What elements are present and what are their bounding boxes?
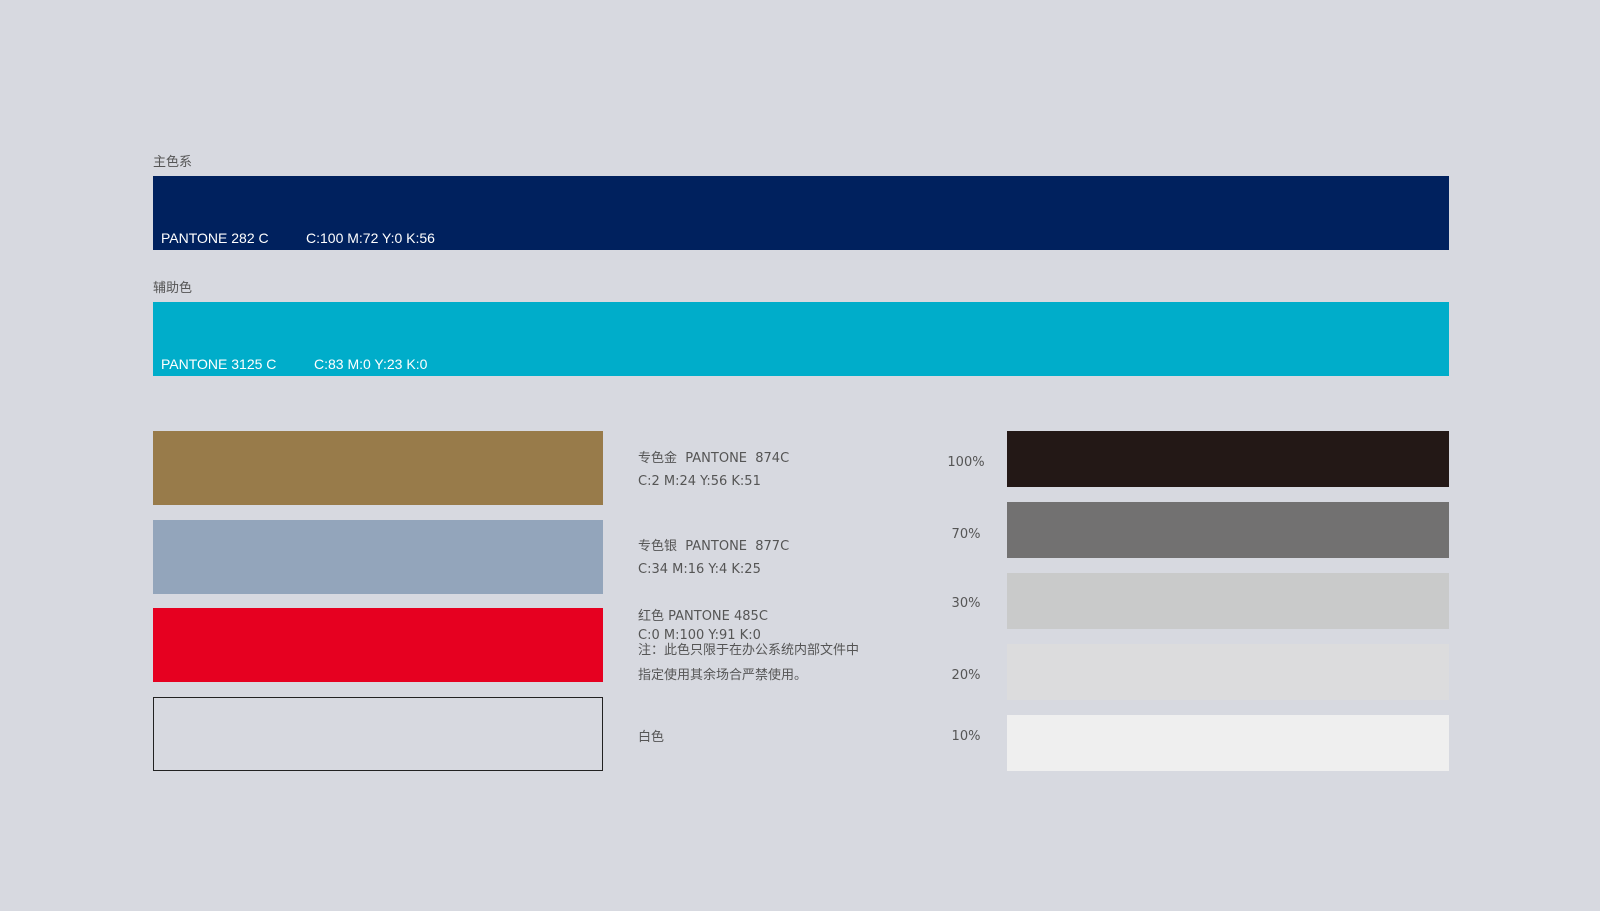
secondary-swatch: PANTONE 3125 C C:83 M:0 Y:23 K:0 bbox=[153, 302, 1449, 376]
gold-info: 专色金 PANTONE 874C C:2 M:24 Y:56 K:51 bbox=[638, 447, 789, 493]
gold-cmyk: C:2 M:24 Y:56 K:51 bbox=[638, 474, 761, 489]
silver-swatch bbox=[153, 520, 603, 594]
red-cmyk: C:0 M:100 Y:91 K:0 bbox=[638, 628, 761, 643]
secondary-heading: 辅助色 bbox=[153, 281, 193, 296]
silver-cmyk: C:34 M:16 Y:4 K:25 bbox=[638, 562, 761, 577]
primary-heading: 主色系 bbox=[153, 155, 193, 170]
secondary-pantone: PANTONE 3125 C bbox=[161, 356, 277, 372]
tint-swatch-30 bbox=[1007, 573, 1449, 629]
red-note-1: 注：此色只限于在办公系统内部文件中 bbox=[638, 643, 860, 658]
tint-label-100: 100% bbox=[947, 455, 985, 470]
silver-info: 专色银 PANTONE 877C C:34 M:16 Y:4 K:25 bbox=[638, 535, 789, 581]
tint-label-10: 10% bbox=[951, 729, 981, 744]
tint-label-20: 20% bbox=[951, 668, 981, 683]
secondary-cmyk: C:83 M:0 Y:23 K:0 bbox=[314, 356, 428, 372]
tint-swatch-20 bbox=[1007, 644, 1449, 700]
primary-cmyk: C:100 M:72 Y:0 K:56 bbox=[306, 230, 435, 246]
tint-swatch-70 bbox=[1007, 502, 1449, 558]
red-note-2: 指定使用其余场合严禁使用。 bbox=[638, 668, 808, 683]
red-name: 红色 PANTONE 485C bbox=[638, 609, 768, 624]
red-swatch bbox=[153, 608, 603, 682]
red-info: 红色 PANTONE 485C C:0 M:100 Y:91 K:0 注：此色只… bbox=[638, 605, 859, 687]
silver-name: 专色银 PANTONE 877C bbox=[638, 539, 790, 554]
tint-swatch-100 bbox=[1007, 431, 1449, 487]
gold-swatch bbox=[153, 431, 603, 505]
white-swatch bbox=[153, 697, 603, 771]
primary-pantone: PANTONE 282 C bbox=[161, 230, 269, 246]
tint-label-30: 30% bbox=[951, 596, 981, 611]
primary-swatch: PANTONE 282 C C:100 M:72 Y:0 K:56 bbox=[153, 176, 1449, 250]
white-name: 白色 bbox=[638, 730, 665, 745]
tint-label-70: 70% bbox=[951, 527, 981, 542]
gold-name: 专色金 PANTONE 874C bbox=[638, 451, 790, 466]
tint-swatch-10 bbox=[1007, 715, 1449, 771]
